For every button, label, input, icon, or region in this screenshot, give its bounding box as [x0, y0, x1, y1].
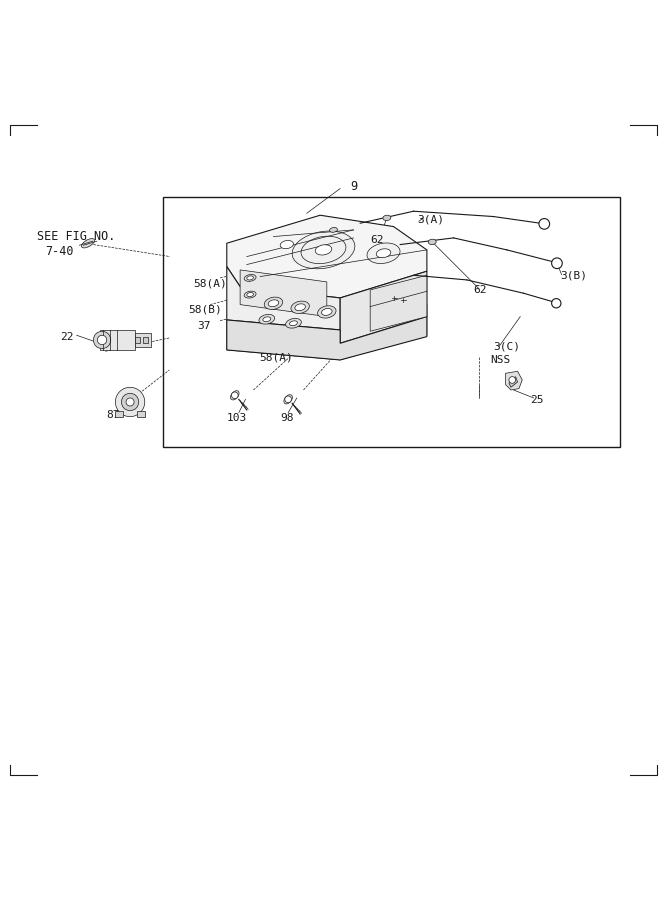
Polygon shape: [227, 317, 427, 360]
Ellipse shape: [268, 300, 279, 307]
Ellipse shape: [428, 239, 436, 245]
Polygon shape: [240, 270, 327, 317]
Ellipse shape: [289, 320, 297, 326]
Text: 62: 62: [370, 235, 384, 245]
Text: 58(A): 58(A): [259, 353, 293, 363]
Text: 37: 37: [197, 321, 210, 331]
Text: 22: 22: [60, 331, 73, 342]
Ellipse shape: [317, 306, 336, 318]
Bar: [163, 196, 620, 446]
Ellipse shape: [247, 276, 253, 280]
Text: 3(A): 3(A): [417, 215, 444, 225]
Ellipse shape: [284, 395, 292, 404]
Text: 3(C): 3(C): [494, 342, 520, 352]
Ellipse shape: [315, 245, 331, 255]
Text: 9: 9: [350, 180, 358, 193]
Ellipse shape: [295, 304, 305, 310]
Ellipse shape: [231, 391, 239, 400]
Circle shape: [509, 376, 516, 383]
Polygon shape: [227, 266, 340, 330]
Circle shape: [121, 393, 139, 410]
Circle shape: [285, 396, 291, 402]
Circle shape: [115, 387, 145, 417]
Circle shape: [126, 398, 134, 406]
Text: 58(B): 58(B): [188, 305, 222, 315]
Ellipse shape: [280, 240, 293, 248]
Text: 7-40: 7-40: [45, 245, 74, 257]
Text: 98: 98: [280, 413, 293, 423]
Ellipse shape: [292, 231, 355, 269]
Circle shape: [539, 219, 550, 230]
Circle shape: [552, 299, 561, 308]
Circle shape: [552, 258, 562, 268]
Text: 87: 87: [107, 410, 120, 420]
Circle shape: [231, 392, 238, 399]
Bar: [135, 333, 151, 346]
Ellipse shape: [376, 248, 391, 257]
Polygon shape: [509, 376, 518, 387]
Bar: [115, 411, 123, 417]
Circle shape: [93, 331, 111, 348]
Ellipse shape: [329, 228, 338, 232]
Bar: [100, 330, 135, 350]
Text: 3(B): 3(B): [560, 270, 587, 280]
Ellipse shape: [264, 297, 283, 310]
Ellipse shape: [259, 314, 275, 324]
Ellipse shape: [321, 309, 332, 315]
Bar: [143, 337, 148, 343]
Ellipse shape: [263, 317, 271, 321]
Ellipse shape: [285, 319, 301, 328]
Ellipse shape: [291, 302, 309, 313]
Polygon shape: [340, 271, 427, 343]
Ellipse shape: [383, 215, 391, 220]
Text: 103: 103: [227, 413, 247, 423]
Ellipse shape: [81, 238, 95, 248]
Ellipse shape: [367, 243, 400, 264]
Ellipse shape: [244, 291, 256, 298]
Ellipse shape: [244, 274, 256, 282]
Polygon shape: [506, 372, 522, 390]
Polygon shape: [227, 215, 427, 298]
Polygon shape: [370, 275, 427, 331]
Bar: [135, 337, 140, 343]
Text: NSS: NSS: [490, 355, 510, 365]
Text: 25: 25: [530, 395, 544, 405]
Circle shape: [97, 336, 107, 345]
Text: SEE FIG NO.: SEE FIG NO.: [37, 230, 115, 243]
Text: 62: 62: [474, 285, 487, 295]
Bar: [137, 411, 145, 417]
Ellipse shape: [247, 292, 253, 297]
Text: 58(A): 58(A): [193, 278, 227, 288]
